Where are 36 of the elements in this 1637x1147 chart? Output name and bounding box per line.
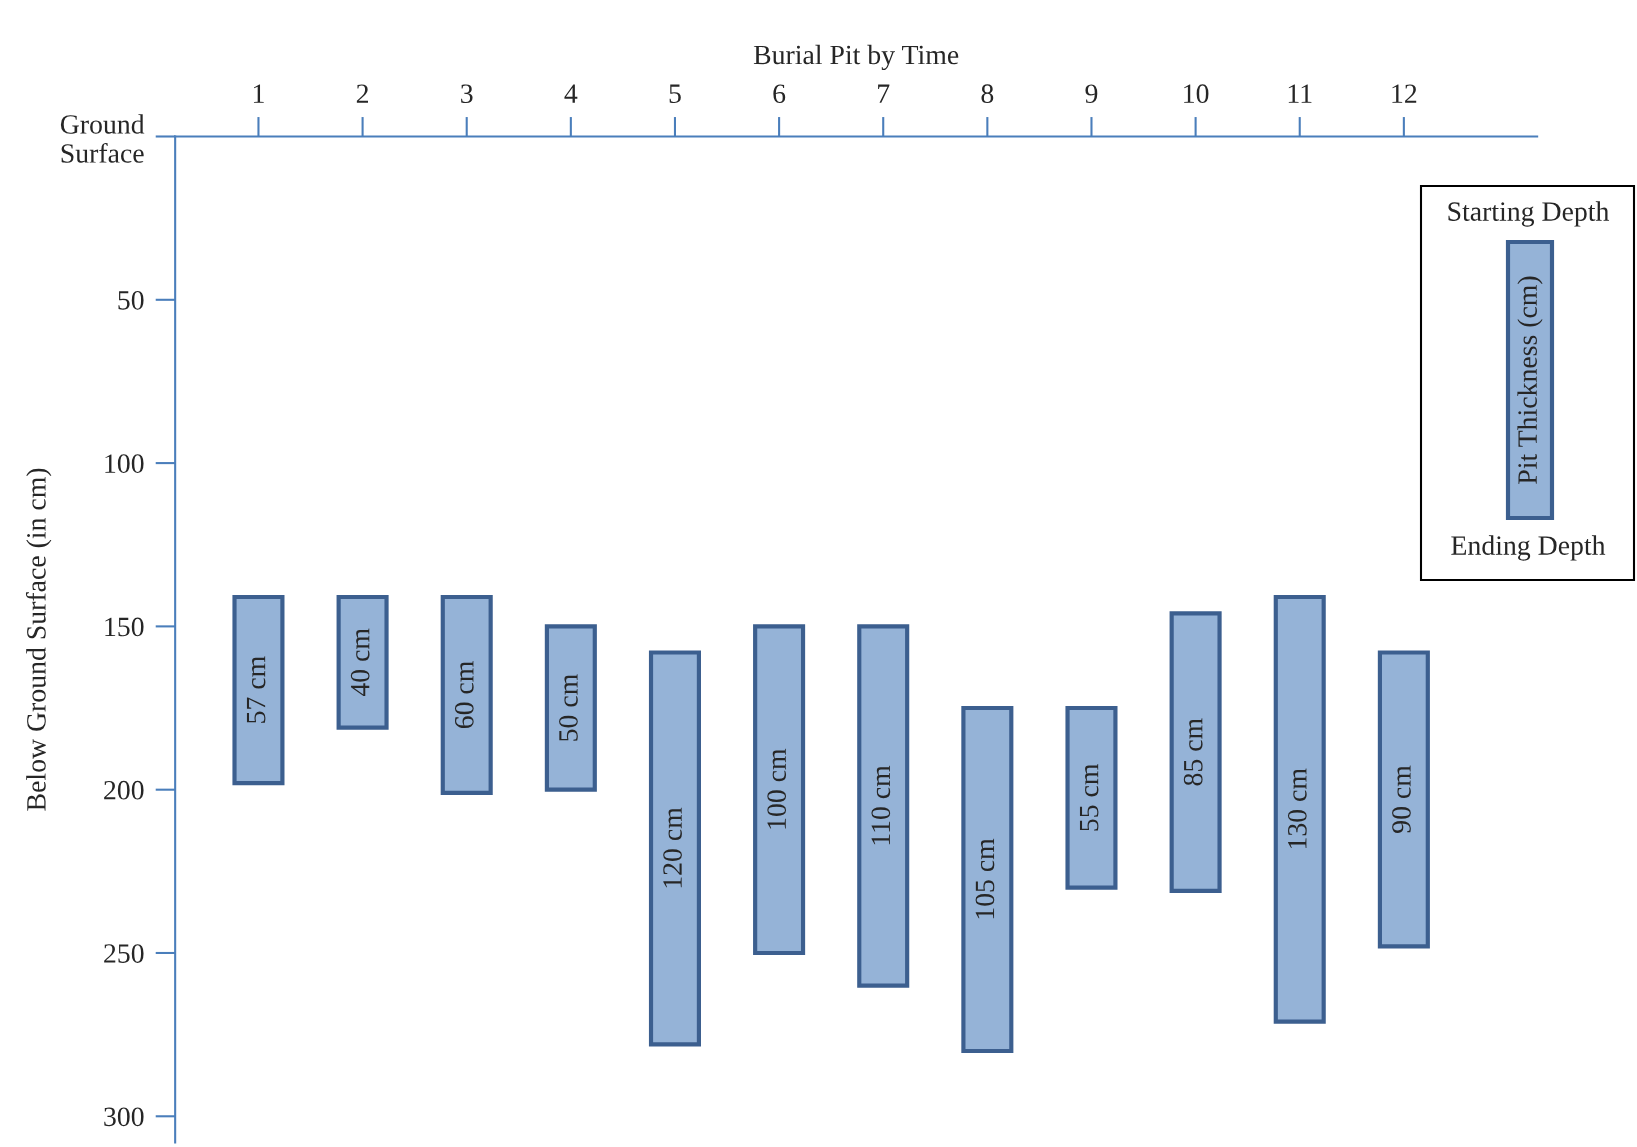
y-tick-label: 50 [118, 290, 144, 310]
data-label: 120 cm [663, 807, 682, 888]
data-label: 130 cm [1287, 768, 1307, 849]
x-axis-title: Burial Pit by Time [753, 44, 959, 71]
x-tick-label: 2 [356, 84, 368, 103]
annotation: Pit Thickness (cm) [1517, 276, 1543, 484]
data-label: 90 cm [1392, 765, 1411, 833]
y-tick-label: Ground Surface [60, 114, 145, 163]
x-tick-label: 4 [564, 84, 578, 103]
annotation: Ending Depth [1451, 535, 1606, 561]
x-tick-label: 1 [253, 84, 264, 103]
data-label: 55 cm [1079, 763, 1099, 831]
data-label: 50 cm [559, 674, 578, 741]
x-tick-label: 3 [461, 84, 473, 104]
x-tick-label: 5 [669, 84, 681, 104]
data-label: 40 cm [350, 628, 370, 697]
y-tick-label: 150 [105, 617, 144, 637]
x-tick-label: 7 [878, 84, 890, 103]
y-tick-label: 100 [105, 454, 144, 473]
y-tick-label: 200 [104, 780, 144, 800]
data-label: 110 cm [871, 765, 891, 845]
y-tick-label: 250 [104, 944, 144, 963]
data-label: 60 cm [454, 661, 474, 729]
y-axis-title: Below Ground Surface (in cm) [25, 468, 52, 811]
x-tick-label: 9 [1085, 84, 1098, 104]
data-label: 85 cm [1183, 718, 1203, 786]
data-label: 100 cm [767, 748, 787, 829]
y-tick-label: 300 [104, 1107, 144, 1127]
x-tick-label: 6 [773, 84, 786, 104]
x-tick-label: 8 [981, 84, 994, 104]
x-tick-label: 12 [1392, 84, 1417, 103]
data-label: 105 cm [975, 838, 995, 919]
data-label: 57 cm [246, 656, 266, 723]
x-tick-label: 11 [1288, 84, 1312, 103]
annotation: Starting Depth [1448, 201, 1610, 227]
x-tick-label: 10 [1184, 84, 1209, 104]
